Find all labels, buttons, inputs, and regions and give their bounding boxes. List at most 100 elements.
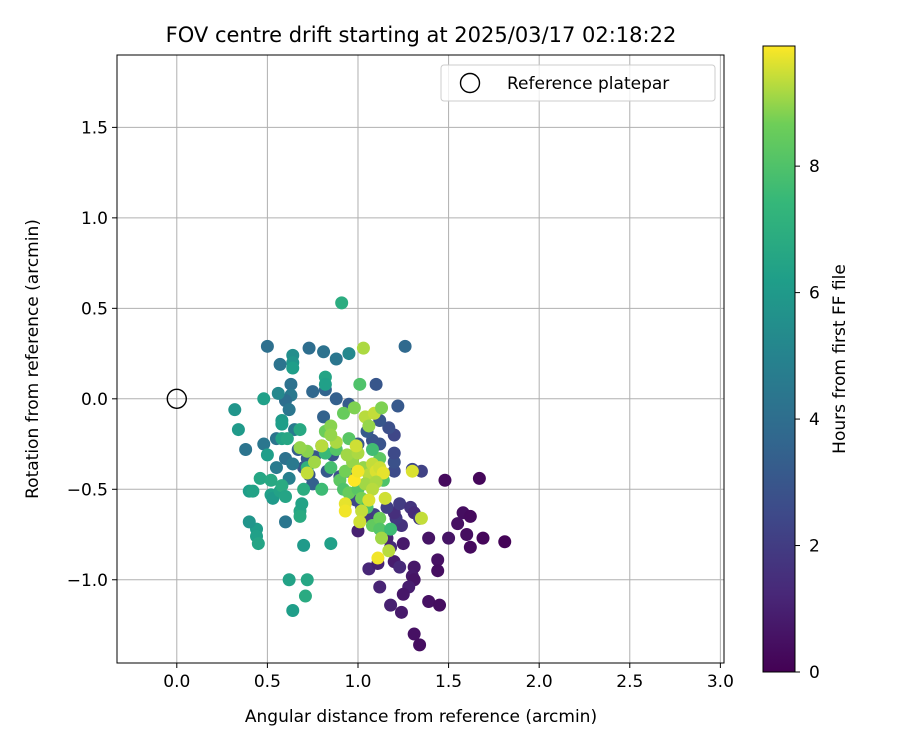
data-point bbox=[293, 509, 307, 523]
plot-frame bbox=[116, 54, 725, 664]
data-point bbox=[264, 473, 278, 487]
data-point bbox=[387, 464, 401, 478]
data-point bbox=[398, 339, 412, 353]
data-point bbox=[356, 341, 370, 355]
data-point bbox=[355, 504, 369, 518]
data-point bbox=[251, 537, 265, 551]
colorbar-tick-label: 4 bbox=[809, 410, 820, 430]
data-point bbox=[472, 471, 486, 485]
data-point bbox=[365, 482, 379, 496]
x-axis-label: Angular distance from reference (arcmin) bbox=[245, 707, 597, 727]
data-point bbox=[318, 377, 332, 391]
data-point bbox=[414, 511, 428, 525]
data-point bbox=[329, 352, 343, 366]
data-point bbox=[324, 461, 338, 475]
data-point bbox=[373, 511, 387, 525]
data-point bbox=[279, 490, 293, 504]
data-point bbox=[387, 446, 401, 460]
data-point bbox=[340, 448, 354, 462]
data-point bbox=[315, 439, 329, 453]
data-point bbox=[302, 341, 316, 355]
data-point bbox=[396, 587, 410, 601]
data-point bbox=[393, 497, 407, 511]
legend: Reference platepar bbox=[440, 64, 716, 102]
data-point bbox=[353, 377, 367, 391]
data-point bbox=[431, 553, 445, 567]
data-point bbox=[275, 479, 289, 493]
data-point bbox=[293, 423, 307, 437]
data-point bbox=[324, 428, 338, 442]
data-point bbox=[463, 509, 477, 523]
reference-platepar-marker bbox=[166, 388, 187, 410]
x-tick-label: 0.5 bbox=[254, 672, 281, 692]
chart-title: FOV centre drift starting at 2025/03/17 … bbox=[166, 23, 677, 47]
data-point bbox=[324, 419, 338, 433]
y-axis-label: Rotation from reference (arcmin) bbox=[23, 219, 43, 499]
y-tick-label: −1.0 bbox=[67, 571, 108, 591]
data-point bbox=[297, 538, 311, 552]
data-point bbox=[329, 392, 343, 406]
colorbar-label: Hours from first FF file bbox=[830, 264, 850, 454]
data-point bbox=[293, 441, 307, 455]
data-point bbox=[260, 448, 274, 462]
y-tick-label: 0.5 bbox=[81, 299, 108, 319]
colorbar-ticks: 0 2 4 6 8 bbox=[795, 157, 820, 683]
data-point bbox=[382, 544, 396, 558]
legend-box bbox=[440, 64, 716, 102]
data-point bbox=[324, 537, 338, 551]
data-points bbox=[228, 296, 512, 652]
data-point bbox=[257, 437, 271, 451]
data-point bbox=[317, 345, 331, 359]
data-point bbox=[365, 442, 379, 456]
data-point bbox=[284, 377, 298, 391]
data-point bbox=[373, 580, 387, 594]
data-point bbox=[498, 535, 512, 549]
data-point bbox=[384, 522, 398, 536]
data-point bbox=[382, 421, 396, 435]
colorbar-tick-label: 6 bbox=[809, 284, 820, 304]
data-point bbox=[253, 471, 267, 485]
data-point bbox=[407, 627, 421, 641]
legend-marker-icon bbox=[459, 72, 481, 94]
legend-entry-reference-platepar: Reference platepar bbox=[507, 74, 669, 94]
data-point bbox=[384, 598, 398, 612]
data-point bbox=[433, 598, 447, 612]
data-point bbox=[387, 455, 401, 469]
colorbar-tick-label: 2 bbox=[809, 537, 820, 557]
y-tick-label: −0.5 bbox=[67, 480, 108, 500]
data-point bbox=[438, 473, 452, 487]
data-point bbox=[282, 403, 296, 417]
data-point bbox=[376, 466, 390, 480]
x-tick-label: 1.5 bbox=[435, 672, 462, 692]
colorbar-gradient bbox=[762, 45, 796, 673]
data-point bbox=[451, 517, 465, 531]
y-axis-ticks: −1.0 −0.5 0.0 0.5 1.0 1.5 bbox=[67, 118, 117, 591]
data-point bbox=[300, 466, 314, 480]
data-point bbox=[297, 482, 311, 496]
data-point bbox=[231, 423, 245, 437]
x-tick-label: 2.0 bbox=[526, 672, 553, 692]
data-point bbox=[315, 482, 329, 496]
data-point bbox=[338, 504, 352, 518]
data-point bbox=[269, 461, 283, 475]
data-point bbox=[349, 439, 363, 453]
x-tick-label: 1.0 bbox=[344, 672, 371, 692]
data-point bbox=[335, 296, 349, 310]
data-point bbox=[306, 385, 320, 399]
data-point bbox=[394, 605, 408, 619]
data-point bbox=[353, 515, 367, 529]
x-axis-ticks: 0.0 0.5 1.0 1.5 2.0 2.5 3.0 bbox=[163, 663, 734, 692]
data-point bbox=[273, 357, 287, 371]
data-point bbox=[347, 401, 361, 415]
data-point bbox=[260, 339, 274, 353]
data-point bbox=[422, 594, 436, 608]
data-point bbox=[286, 457, 300, 471]
data-point bbox=[391, 399, 405, 413]
data-point bbox=[275, 417, 289, 431]
y-tick-label: 1.5 bbox=[81, 118, 108, 138]
data-point bbox=[431, 564, 445, 578]
colorbar-tick-label: 0 bbox=[809, 663, 820, 683]
data-point bbox=[242, 515, 256, 529]
data-point bbox=[257, 392, 271, 406]
data-point bbox=[338, 464, 352, 478]
